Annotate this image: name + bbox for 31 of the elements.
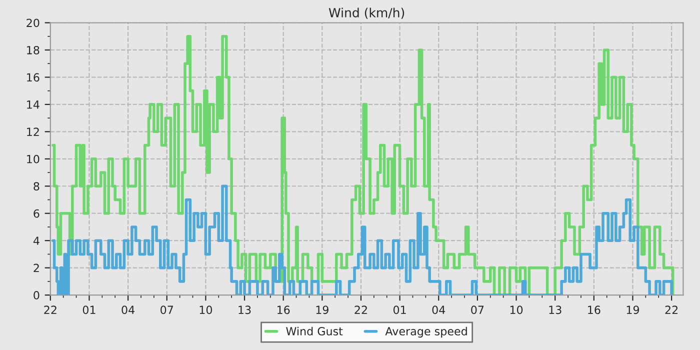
x-tick-label: 01 xyxy=(82,306,96,314)
x-tick-label: 22 xyxy=(665,306,678,314)
y-tick-label: 14 xyxy=(27,100,40,109)
legend-label: Wind Gust xyxy=(286,326,343,336)
x-tick-label: 07 xyxy=(471,306,484,314)
x-tick-label: 07 xyxy=(160,306,173,314)
legend-label: Average speed xyxy=(385,326,467,338)
y-tick-label: 2 xyxy=(34,264,39,272)
y-tick-label: 6 xyxy=(34,209,40,218)
y-tick-label: 10 xyxy=(27,154,40,164)
x-tick-label: 13 xyxy=(238,306,251,314)
x-tick-label: 16 xyxy=(277,306,290,314)
x-tick-label: 13 xyxy=(549,306,562,314)
y-tick-label: 4 xyxy=(33,236,40,245)
y-tick-label: 0 xyxy=(34,291,40,300)
x-tick-label: 01 xyxy=(393,306,406,314)
x-tick-label: 10 xyxy=(200,306,212,314)
x-tick-label: 04 xyxy=(432,306,446,314)
x-tick-label: 16 xyxy=(588,306,600,314)
x-tick-label: 04 xyxy=(122,306,134,314)
y-tick-label: 16 xyxy=(27,73,40,82)
x-tick-label: 19 xyxy=(316,306,328,314)
y-tick-label: 18 xyxy=(27,46,40,54)
chart-title: Wind (km/h) xyxy=(328,8,404,19)
y-tick-label: 8 xyxy=(34,182,40,191)
y-tick-label: 12 xyxy=(27,128,39,136)
x-tick-label: 19 xyxy=(626,306,640,314)
x-tick-label: 22 xyxy=(354,306,367,314)
y-tick-label: 20 xyxy=(26,18,40,28)
x-tick-label: 22 xyxy=(44,306,56,314)
x-tick-label: 10 xyxy=(510,306,523,314)
